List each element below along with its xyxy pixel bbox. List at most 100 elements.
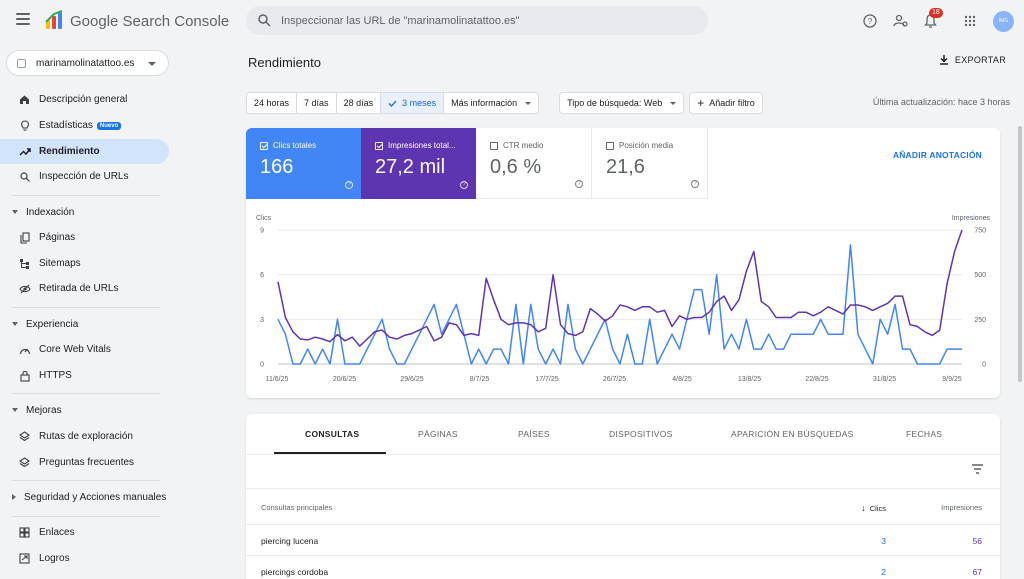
- sidebar-item-url-inspection[interactable]: Inspección de URLs: [0, 164, 169, 189]
- metric-total-clicks[interactable]: Clics totales 166 ?: [246, 128, 361, 199]
- url-inspection-search[interactable]: [246, 6, 708, 35]
- help-icon[interactable]: ?: [855, 9, 885, 33]
- sidebar-item-sitemaps[interactable]: Sitemaps: [0, 251, 169, 276]
- x-tick-label: 9/9/25: [942, 376, 962, 383]
- page-scrollbar[interactable]: [1018, 126, 1022, 382]
- sidebar-item-label: Sitemaps: [39, 258, 81, 269]
- more-info-label: Más información: [451, 98, 518, 108]
- expand-icon: [12, 494, 16, 500]
- metric-value: 166: [260, 156, 294, 178]
- layers-icon: [18, 430, 31, 443]
- notifications-icon[interactable]: 18: [915, 8, 945, 33]
- section-label: Experiencia: [26, 318, 79, 330]
- help-icon[interactable]: ?: [575, 180, 583, 188]
- range-label: 28 días: [343, 98, 374, 108]
- checkbox-unchecked-icon[interactable]: [606, 141, 614, 150]
- sidebar-item-pages[interactable]: Páginas: [0, 225, 169, 250]
- metric-label: CTR medio: [503, 141, 544, 150]
- impressions-cell: 67: [972, 567, 982, 577]
- section-security[interactable]: Seguridad y Acciones manuales: [0, 486, 169, 508]
- property-selector[interactable]: marinamolinatattoo.es: [6, 50, 169, 76]
- metric-total-impressions[interactable]: Impresiones total... 27,2 mil ?: [361, 128, 476, 199]
- tab-pages[interactable]: PÁGINAS: [418, 429, 458, 439]
- account-avatar[interactable]: IMG: [993, 10, 1014, 32]
- sidebar-divider: [12, 516, 160, 517]
- range-3m-button[interactable]: 3 meses: [380, 92, 445, 114]
- sidebar-divider: [12, 393, 160, 394]
- page-title: Rendimiento: [248, 55, 321, 70]
- export-button[interactable]: EXPORTAR: [939, 54, 1006, 65]
- sidebar-item-removals[interactable]: Retirada de URLs: [0, 276, 169, 301]
- checkbox-checked-icon[interactable]: [260, 141, 268, 150]
- column-header-label: Clics: [869, 503, 886, 513]
- lock-icon: [18, 369, 31, 382]
- tab-queries[interactable]: CONSULTAS: [305, 429, 360, 439]
- section-indexing[interactable]: Indexación: [0, 201, 169, 223]
- search-type-dropdown[interactable]: Tipo de búsqueda: Web: [559, 92, 685, 114]
- chevron-down-icon: [148, 62, 156, 66]
- search-type-label: Tipo de búsqueda: Web: [567, 98, 663, 108]
- x-tick-label: 29/6/25: [400, 376, 423, 383]
- performance-card: Clics totales 166 ? Impresiones total...…: [246, 128, 1000, 398]
- table-row[interactable]: piercing lucena 3 56: [246, 525, 1000, 556]
- metric-label: Posición media: [619, 141, 674, 150]
- sidebar-item-label: Estadísticas: [39, 120, 93, 131]
- range-24h-button[interactable]: 24 horas: [246, 92, 298, 114]
- tab-dates[interactable]: FECHAS: [906, 429, 943, 439]
- sidebar-item-breadcrumbs[interactable]: Rutas de exploración: [0, 424, 169, 449]
- range-28d-button[interactable]: 28 días: [335, 92, 382, 114]
- add-annotation-button[interactable]: AÑADIR ANOTACIÓN: [892, 150, 982, 160]
- table-row[interactable]: piercings cordoba 2 67: [246, 556, 1000, 579]
- tab-countries[interactable]: PAÍSES: [518, 429, 550, 439]
- sidebar-item-label: Páginas: [39, 232, 76, 243]
- section-experience[interactable]: Experiencia: [0, 313, 169, 335]
- help-icon[interactable]: ?: [460, 181, 468, 189]
- apps-grid-icon[interactable]: [955, 9, 985, 33]
- manage-users-icon[interactable]: [885, 9, 915, 33]
- range-label: 7 días: [304, 98, 329, 108]
- search-icon: [18, 170, 31, 183]
- sidebar-item-label: Enlaces: [39, 527, 75, 538]
- range-7d-button[interactable]: 7 días: [296, 92, 337, 114]
- clicks-cell: 2: [881, 567, 886, 577]
- query-cell: piercings cordoba: [261, 567, 329, 577]
- sidebar-item-core-web-vitals[interactable]: Core Web Vitals: [0, 337, 169, 362]
- sidebar-item-https[interactable]: HTTPS: [0, 363, 169, 388]
- sidebar-item-faq[interactable]: Preguntas frecuentes: [0, 450, 169, 475]
- sidebar-item-insights[interactable]: Estadísticas Nuevo: [0, 113, 169, 138]
- sidebar-item-achievements[interactable]: Logros: [0, 546, 169, 571]
- section-enhancements[interactable]: Mejoras: [0, 399, 169, 421]
- y-axis-right-label: Impresiones: [952, 215, 991, 222]
- sidebar-item-label: Preguntas frecuentes: [39, 457, 135, 468]
- checkbox-unchecked-icon[interactable]: [490, 141, 498, 150]
- menu-icon[interactable]: [16, 13, 30, 25]
- metric-average-ctr[interactable]: CTR medio 0,6 % ?: [476, 128, 592, 199]
- checkbox-checked-icon[interactable]: [375, 141, 383, 150]
- collapse-icon: [12, 408, 18, 412]
- search-input[interactable]: [281, 14, 701, 27]
- y-left-tick-label: 0: [260, 362, 264, 369]
- tab-search-appearance[interactable]: APARICIÓN EN BÚSQUEDAS: [731, 429, 854, 439]
- more-info-dropdown[interactable]: Más información: [443, 92, 540, 114]
- add-filter-button[interactable]: + Añadir filtro: [689, 92, 763, 114]
- column-header-clicks[interactable]: ↓ Clics: [861, 503, 886, 513]
- help-icon[interactable]: ?: [345, 181, 353, 189]
- tabs-divider: [246, 454, 1000, 455]
- sidebar-item-label: HTTPS: [39, 370, 72, 381]
- sidebar-item-label: Rutas de exploración: [39, 431, 133, 442]
- help-icon[interactable]: ?: [691, 180, 699, 188]
- filter-rows-icon[interactable]: [971, 464, 984, 474]
- x-tick-label: 22/8/25: [805, 376, 828, 383]
- metric-average-position[interactable]: Posición media 21,6 ?: [592, 128, 708, 199]
- add-filter-label: Añadir filtro: [709, 98, 755, 108]
- y-left-tick-label: 6: [260, 272, 264, 279]
- links-icon: [18, 526, 31, 539]
- sidebar-item-performance[interactable]: Rendimiento: [0, 139, 169, 164]
- sidebar-item-overview[interactable]: Descripción general: [0, 87, 169, 112]
- column-header-impressions[interactable]: Impresiones: [941, 503, 982, 512]
- sidebar-item-label: Logros: [39, 553, 70, 564]
- tab-devices[interactable]: DISPOSITIVOS: [609, 429, 673, 439]
- sidebar-item-links[interactable]: Enlaces: [0, 520, 169, 545]
- sidebar-item-label: Core Web Vitals: [39, 344, 111, 355]
- chevron-down-icon: [670, 101, 677, 105]
